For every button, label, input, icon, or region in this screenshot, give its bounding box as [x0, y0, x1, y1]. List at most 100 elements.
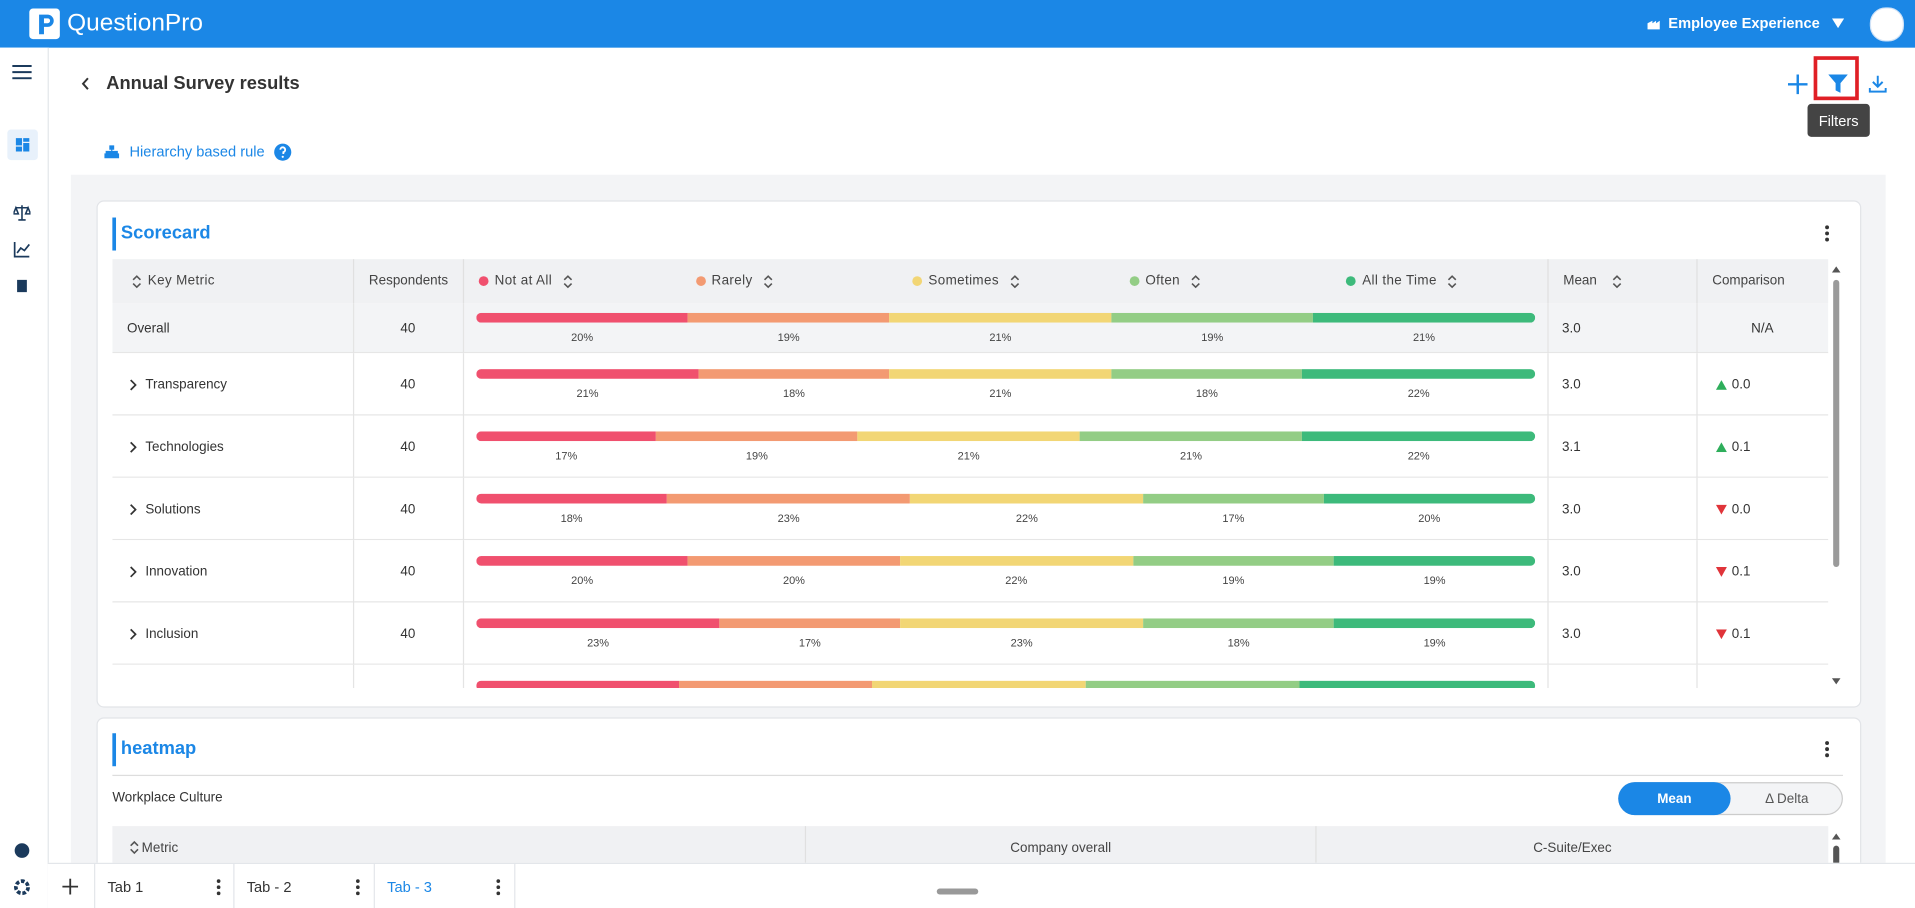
sort-icon[interactable] — [132, 274, 142, 290]
legend-dot — [912, 276, 923, 286]
mean: 3.1 — [1562, 439, 1581, 454]
metric-name[interactable]: Innovation — [145, 563, 208, 579]
sort-icon[interactable] — [1612, 273, 1622, 289]
table-row: Overall 40 20% 19% 21% 19% 21% 3.0 N/A — [112, 303, 1829, 354]
download-button[interactable] — [1868, 75, 1887, 93]
scrollbar[interactable] — [1830, 262, 1843, 690]
bar-segment — [476, 369, 699, 379]
nav-dashboard[interactable] — [7, 129, 38, 161]
legend-dot — [695, 276, 706, 286]
segment-label: 21% — [989, 331, 1012, 344]
comparison: 0.1 — [1696, 540, 1828, 602]
nav-settings[interactable] — [13, 879, 30, 896]
workspace[interactable]: Employee Experience — [1668, 14, 1820, 32]
column-divider — [352, 664, 355, 689]
bar-segment — [889, 312, 1112, 323]
metric-name[interactable]: Transparency — [145, 377, 227, 392]
bar-segment — [889, 369, 1112, 379]
bar-segment — [1085, 680, 1300, 689]
toggle-option[interactable]: Mean — [1618, 782, 1731, 816]
mean: 3.0 — [1562, 501, 1581, 517]
scale-header: All the Time — [1330, 259, 1547, 303]
bar-segment — [476, 680, 680, 689]
segment-label: 17% — [555, 449, 578, 462]
filter-button[interactable] — [1828, 74, 1848, 93]
segment-label: 19% — [1222, 574, 1245, 587]
segment-label: 18% — [1227, 636, 1250, 649]
expand-icon[interactable] — [129, 378, 137, 390]
sort-icon[interactable] — [1010, 273, 1020, 289]
tab-menu[interactable] — [495, 879, 502, 896]
sort-icon[interactable] — [129, 840, 139, 856]
sort-icon[interactable] — [1191, 273, 1201, 289]
tab[interactable]: Tab - 3 — [374, 864, 516, 908]
bar-segment — [698, 369, 890, 379]
column-divider — [462, 353, 465, 416]
brand[interactable]: QuestionPro — [67, 9, 203, 37]
hierarchy-rule[interactable]: Hierarchy based rule — [129, 142, 265, 161]
sort-icon[interactable] — [1448, 273, 1458, 289]
avatar[interactable] — [1869, 7, 1905, 42]
workspace-dropdown[interactable] — [1831, 18, 1845, 29]
legend-label: All the Time — [1362, 273, 1437, 289]
nav-privacy[interactable] — [13, 842, 30, 859]
column-divider — [1696, 477, 1698, 541]
card-menu[interactable] — [1823, 739, 1830, 759]
tab[interactable]: Tab 1 — [94, 864, 235, 908]
column-divider — [352, 415, 355, 478]
heatmap-scrollbar[interactable] — [1830, 829, 1843, 866]
respondents: 40 — [400, 377, 416, 392]
segment-label: 21% — [1412, 331, 1435, 344]
logo-mark — [39, 14, 54, 35]
metric-name[interactable]: Technologies — [145, 439, 224, 454]
column-label: C-Suite/Exec — [1533, 840, 1612, 855]
comparison: 0.0 — [1696, 353, 1828, 415]
tab-label[interactable]: Tab - 2 — [246, 878, 292, 896]
legend-dot — [478, 276, 489, 286]
expand-icon[interactable] — [129, 565, 137, 577]
tab-menu[interactable] — [215, 879, 222, 896]
drag-handle[interactable] — [936, 888, 979, 895]
comparison-value: 0.0 — [1731, 377, 1751, 392]
sort-icon[interactable] — [563, 273, 573, 289]
stacked-bar — [476, 680, 1536, 689]
column-divider — [352, 602, 355, 665]
card-menu[interactable] — [1823, 224, 1830, 244]
metric-name[interactable]: Solutions — [145, 501, 201, 517]
nav-trends[interactable] — [13, 241, 30, 258]
help-icon[interactable] — [274, 143, 292, 161]
expand-icon[interactable] — [129, 503, 137, 515]
bar-segment — [1333, 556, 1536, 566]
tab-label[interactable]: Tab - 3 — [387, 878, 432, 896]
bar-segment — [872, 680, 1086, 689]
toggle-option[interactable]: Δ Delta — [1765, 791, 1809, 806]
add-tab[interactable] — [62, 878, 79, 895]
segment-label: 20% — [571, 574, 594, 587]
bar-segment — [476, 618, 720, 629]
legend-label: Rarely — [711, 273, 753, 289]
add-button[interactable] — [1787, 73, 1809, 95]
nav-reports[interactable] — [13, 277, 30, 294]
expand-icon[interactable] — [129, 441, 137, 453]
scorecard-card: Scorecard Key Metric Respondents Not at Al… — [96, 200, 1862, 708]
segment-label: 19% — [1423, 574, 1446, 587]
bar-segment — [899, 618, 1144, 629]
menu-icon[interactable] — [12, 65, 32, 80]
segment-label: 19% — [1423, 636, 1446, 649]
sort-icon[interactable] — [764, 273, 774, 289]
segment-label: 22% — [1407, 387, 1430, 400]
segment-label: 20% — [1418, 512, 1441, 525]
bar-segment — [688, 556, 900, 566]
tab[interactable]: Tab - 2 — [234, 864, 375, 908]
nav-compare[interactable] — [13, 204, 31, 221]
column-divider — [1547, 353, 1549, 416]
logo-icon[interactable] — [29, 8, 60, 40]
tab-label[interactable]: Tab 1 — [107, 878, 144, 896]
expand-icon[interactable] — [129, 628, 137, 640]
tab-menu[interactable] — [354, 879, 361, 896]
metric-name[interactable]: Inclusion — [145, 626, 199, 641]
back-button[interactable] — [81, 77, 91, 90]
